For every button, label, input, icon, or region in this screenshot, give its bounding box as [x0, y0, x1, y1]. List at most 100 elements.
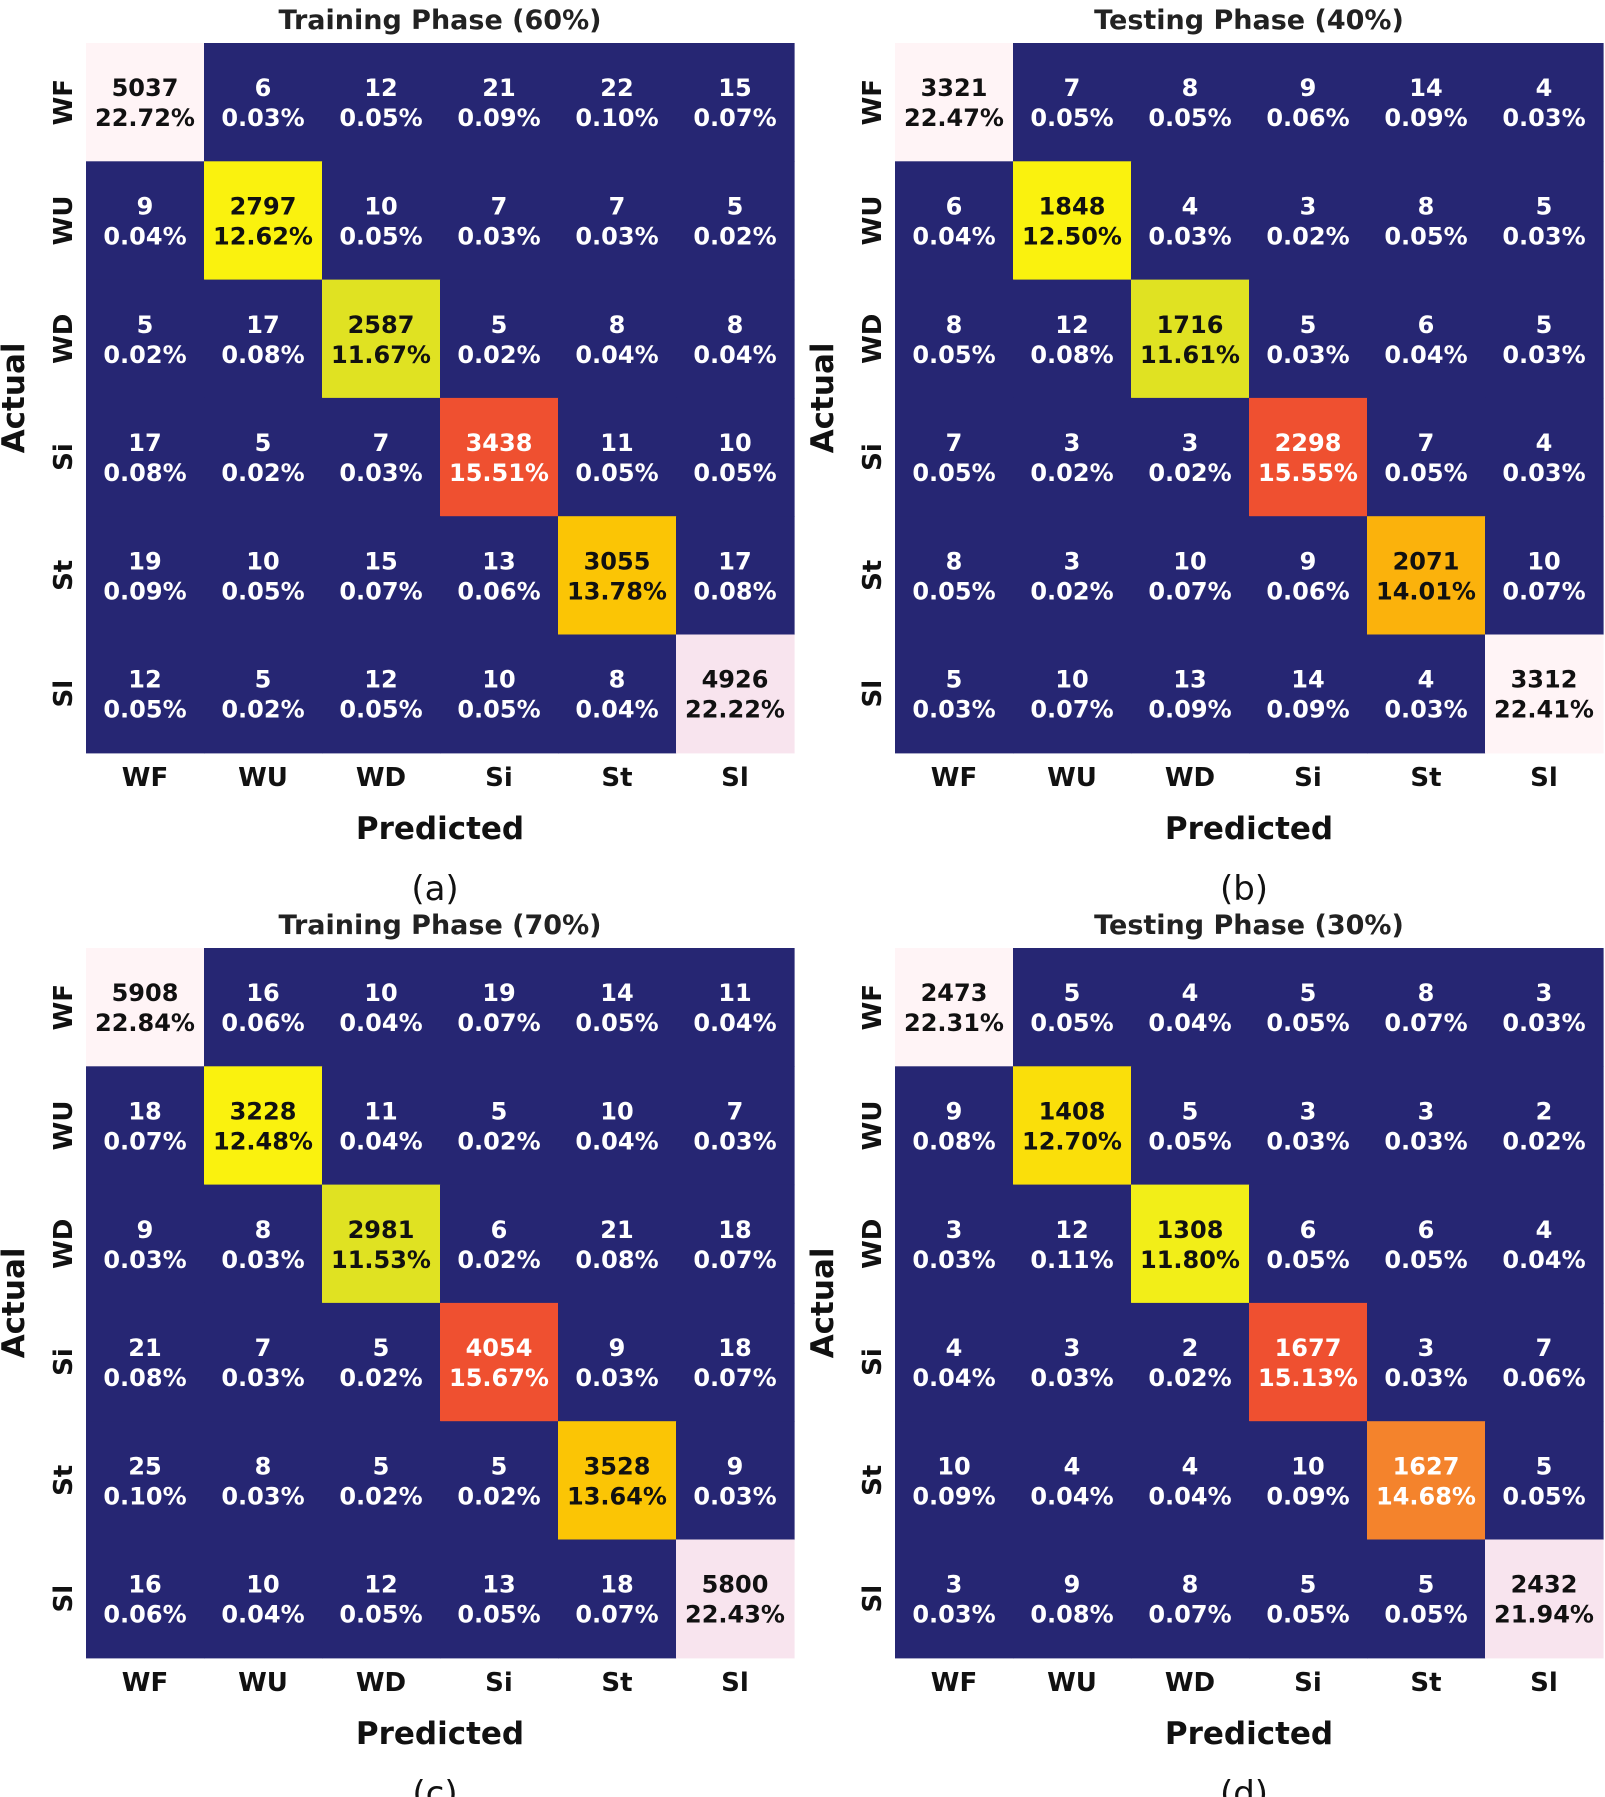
- cell-percent-label: 0.03%: [221, 104, 304, 132]
- matrix-cell: [1485, 516, 1604, 636]
- cell-percent-label: 0.08%: [221, 341, 304, 369]
- cell-count-label: 8: [1418, 979, 1435, 1007]
- cell-percent-label: 0.09%: [1266, 696, 1349, 724]
- panel-title: Testing Phase (40%): [1094, 5, 1404, 36]
- cell-count-label: 15: [718, 74, 751, 102]
- matrix-cell: [1485, 161, 1604, 281]
- matrix-cell: [1485, 43, 1604, 162]
- y-axis-label: Actual: [0, 342, 32, 453]
- matrix-cell: [86, 161, 205, 281]
- cell-percent-label: 12.70%: [1022, 1127, 1122, 1155]
- matrix-cell: [1485, 1066, 1604, 1186]
- cell-count-label: 3: [1182, 429, 1199, 457]
- cell-count-label: 5: [137, 311, 154, 339]
- cell-count-label: 9: [609, 1334, 626, 1362]
- matrix-cell: [440, 1539, 559, 1659]
- cell-percent-label: 0.02%: [339, 1482, 422, 1510]
- matrix-cell: [558, 43, 677, 162]
- matrix-cell: [440, 43, 559, 162]
- cell-count-label: 16: [128, 1571, 161, 1599]
- cell-count-label: 13: [482, 1571, 515, 1599]
- matrix-cell: [204, 1184, 323, 1304]
- cell-percent-label: 0.03%: [221, 1246, 304, 1274]
- cell-count-label: 25: [128, 1452, 161, 1480]
- cell-percent-label: 13.64%: [567, 1482, 667, 1510]
- x-tick-label: WU: [238, 1668, 288, 1698]
- cell-percent-label: 22.41%: [1494, 696, 1594, 724]
- matrix-cell: [86, 279, 205, 399]
- cell-count-label: 18: [718, 1216, 751, 1244]
- cell-percent-label: 15.51%: [449, 459, 549, 487]
- cell-count-label: 3: [1300, 192, 1317, 220]
- cell-percent-label: 0.05%: [912, 577, 995, 605]
- matrix-cell: [558, 397, 677, 517]
- confusion-matrix-panel: 332122.47%70.05%80.05%90.06%140.09%40.03…: [805, 5, 1604, 909]
- cell-percent-label: 22.22%: [685, 696, 785, 724]
- cell-percent-label: 0.07%: [693, 1364, 776, 1392]
- cell-count-label: 4: [1182, 1452, 1199, 1480]
- matrix-cell: [1249, 1066, 1368, 1186]
- matrix-cell: [204, 161, 323, 281]
- matrix-cell: [440, 1421, 559, 1541]
- cell-count-label: 7: [373, 429, 390, 457]
- cell-percent-label: 0.05%: [339, 1601, 422, 1629]
- cell-count-label: 18: [600, 1571, 633, 1599]
- cell-count-label: 6: [1300, 1216, 1317, 1244]
- matrix-cell: [1249, 279, 1368, 399]
- x-tick-label: WF: [122, 1668, 168, 1698]
- cell-count-label: 5: [255, 666, 272, 694]
- matrix-cell: [1367, 43, 1486, 162]
- cell-percent-label: 15.55%: [1258, 459, 1358, 487]
- cell-percent-label: 12.48%: [213, 1127, 313, 1155]
- matrix-cell: [676, 397, 795, 517]
- matrix-cell: [1249, 1421, 1368, 1541]
- cell-count-label: 5037: [112, 74, 179, 102]
- cell-percent-label: 0.05%: [693, 459, 776, 487]
- matrix-cell: [1249, 1539, 1368, 1659]
- cell-percent-label: 0.04%: [575, 696, 658, 724]
- cell-count-label: 9: [1300, 74, 1317, 102]
- confusion-matrix-panel: 247322.31%50.05%40.04%50.05%80.07%30.03%…: [805, 910, 1604, 1797]
- x-tick-label: WU: [238, 763, 288, 793]
- cell-count-label: 10: [482, 666, 515, 694]
- cell-percent-label: 0.02%: [1502, 1127, 1585, 1155]
- matrix-cell: [1367, 1539, 1486, 1659]
- cell-percent-label: 0.08%: [103, 459, 186, 487]
- cell-count-label: 17: [128, 429, 161, 457]
- cell-percent-label: 0.03%: [1502, 222, 1585, 250]
- matrix-cell: [676, 516, 795, 636]
- x-axis-label: Predicted: [1165, 1716, 1333, 1752]
- y-axis-label: Actual: [0, 1247, 32, 1358]
- matrix-cell: [1485, 1539, 1604, 1659]
- x-tick-label: Sl: [721, 763, 749, 793]
- cell-percent-label: 0.03%: [1266, 341, 1349, 369]
- cell-percent-label: 0.07%: [1148, 577, 1231, 605]
- y-tick-label: WU: [858, 196, 888, 246]
- cell-percent-label: 0.05%: [1502, 1482, 1585, 1510]
- panel-caption: (b): [1220, 869, 1268, 909]
- cell-percent-label: 22.72%: [95, 104, 195, 132]
- cell-count-label: 6: [255, 74, 272, 102]
- cell-count-label: 12: [364, 666, 397, 694]
- x-tick-label: WU: [1047, 763, 1097, 793]
- matrix-cell: [895, 1184, 1014, 1304]
- cell-percent-label: 0.05%: [1384, 459, 1467, 487]
- matrix-cell: [1249, 43, 1368, 162]
- matrix-cell: [204, 1421, 323, 1541]
- matrix-cell: [1249, 1184, 1368, 1304]
- cell-percent-label: 0.03%: [912, 1601, 995, 1629]
- cell-count-label: 5: [491, 1097, 508, 1125]
- cell-count-label: 5: [1536, 311, 1553, 339]
- cell-percent-label: 0.02%: [103, 341, 186, 369]
- cell-percent-label: 0.05%: [1384, 1601, 1467, 1629]
- cell-percent-label: 0.05%: [339, 222, 422, 250]
- y-tick-label: St: [858, 1465, 888, 1496]
- cell-percent-label: 0.05%: [575, 1009, 658, 1037]
- cell-count-label: 8: [255, 1216, 272, 1244]
- matrix-cell: [322, 634, 441, 754]
- cell-count-label: 3312: [1511, 666, 1578, 694]
- cell-percent-label: 11.67%: [331, 341, 431, 369]
- matrix-cell: [1485, 1302, 1604, 1422]
- cell-percent-label: 0.04%: [339, 1009, 422, 1037]
- matrix-cell: [322, 1302, 441, 1422]
